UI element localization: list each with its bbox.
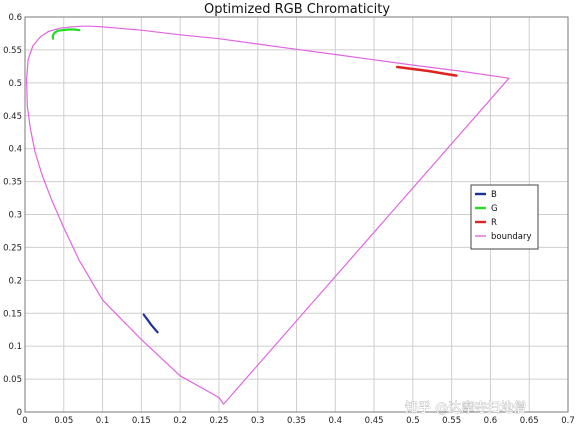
y-tick-label: 0 [17,408,22,418]
x-tick-label: 0 [22,416,27,426]
x-tick-label: 0.7 [561,416,575,426]
y-tick-label: 0.1 [8,342,22,352]
x-tick-label: 0.05 [54,416,73,426]
x-tick-label: 0.55 [442,416,461,426]
x-tick-label: 0.35 [287,416,306,426]
y-tick-label: 0.6 [8,13,22,23]
y-tick-label: 0.4 [8,145,22,155]
legend-label: boundary [491,232,532,242]
y-tick-label: 0.5 [8,79,22,89]
watermark: 知乎 @达摩寺扫地僧 [405,400,526,416]
y-tick-label: 0.3 [8,211,22,221]
legend-label: G [491,204,498,214]
chart-title: Optimized RGB Chromaticity [204,2,390,17]
series-line-R [396,65,458,77]
legend-label: R [491,218,497,228]
series-line-boundary [26,25,510,405]
y-tick-label: 0.25 [3,243,22,253]
x-tick-label: 0.6 [484,416,498,426]
series-group [26,25,510,405]
y-tick-label: 0.35 [3,178,22,188]
y-tick-label: 0.55 [3,46,22,56]
x-tick-label: 0.4 [329,416,343,426]
y-tick-label: 0.45 [3,112,22,122]
x-tick-label: 0.5 [406,416,420,426]
x-tick-label: 0.25 [209,416,228,426]
series-line-G [51,28,81,40]
x-tick-label: 0.3 [251,416,265,426]
x-tick-label: 0.65 [520,416,539,426]
legend-label: B [491,190,497,200]
y-axis: 0 0.05 0.1 0.15 0.2 0.25 0.3 0.35 0.4 0.45 0.5 0.55… [3,13,22,418]
x-tick-label: 0.1 [96,416,110,426]
series-line-B [142,313,159,334]
y-tick-label: 0.05 [3,375,22,385]
y-tick-label: 0.2 [8,276,22,286]
x-tick-label: 0.45 [365,416,384,426]
legend-box [470,184,539,250]
plot-frame [24,16,569,413]
x-tick-label: 0.15 [132,416,151,426]
x-axis: 0 0.05 0.1 0.15 0.2 0.25 0.3 0.35 0.4 0.45 0.5 0.55… [22,416,574,426]
y-tick-label: 0.15 [3,309,22,319]
x-tick-label: 0.2 [173,416,187,426]
